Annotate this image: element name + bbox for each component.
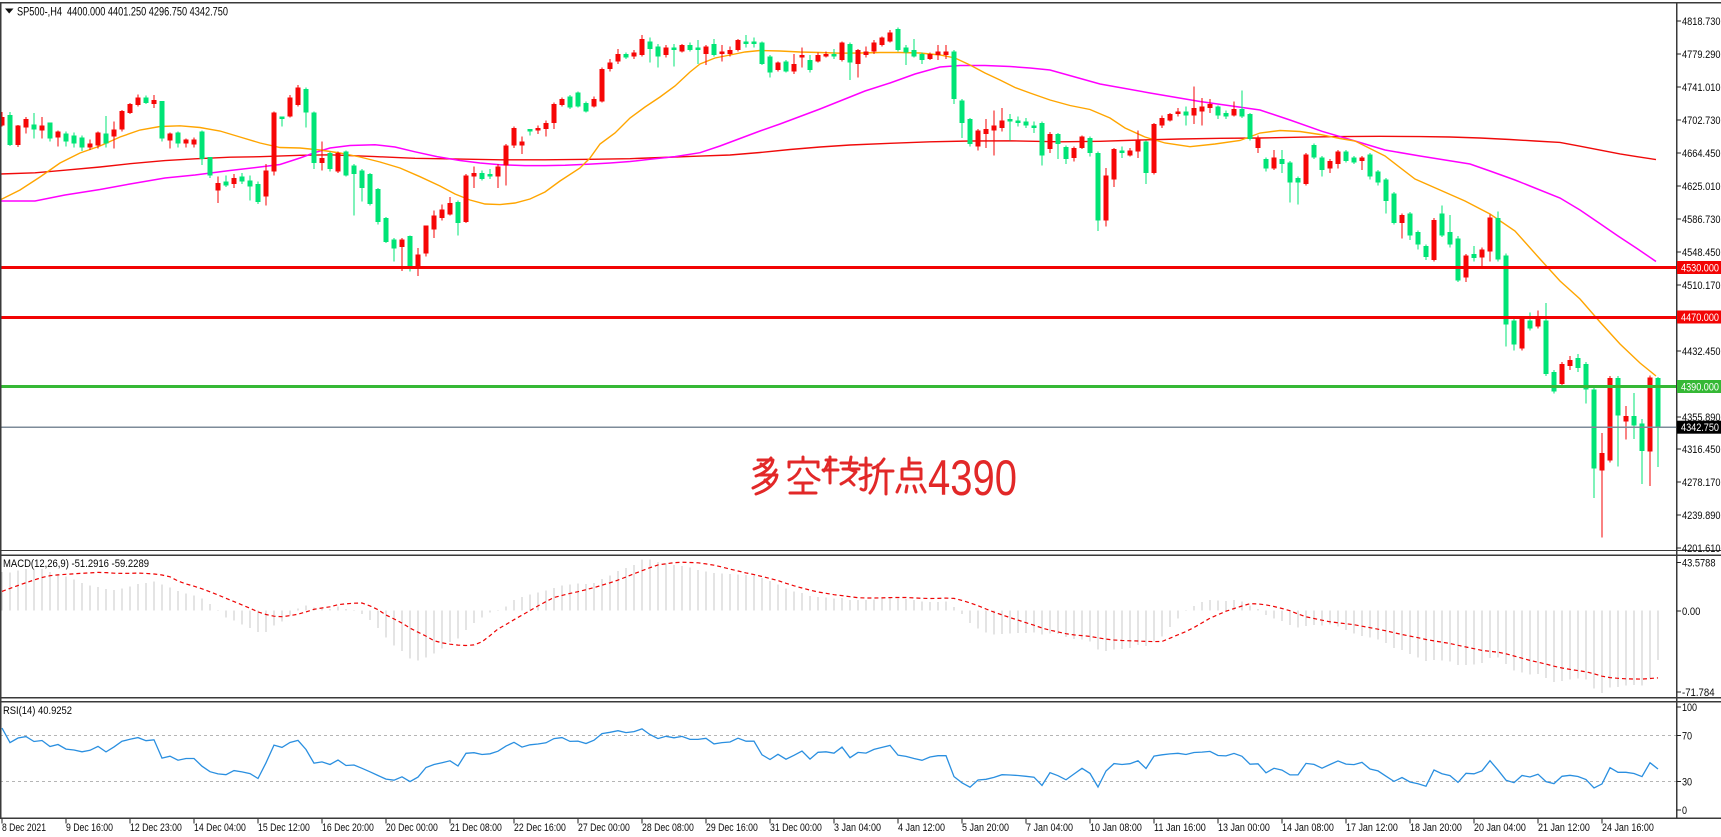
svg-text:16 Dec 20:00: 16 Dec 20:00 [322,822,374,834]
svg-text:4390: 4390 [928,450,1017,506]
svg-text:4586.730: 4586.730 [1682,214,1721,226]
svg-text:18 Jan 20:00: 18 Jan 20:00 [1410,822,1462,834]
svg-text:100: 100 [1682,702,1697,714]
svg-text:30: 30 [1682,777,1692,789]
svg-text:15 Dec 12:00: 15 Dec 12:00 [258,822,310,834]
svg-text:4390.000: 4390.000 [1681,382,1719,394]
svg-text:5 Jan 20:00: 5 Jan 20:00 [962,822,1009,834]
svg-text:13 Jan 00:00: 13 Jan 00:00 [1218,822,1270,834]
svg-text:4432.450: 4432.450 [1682,346,1721,358]
svg-text:0: 0 [1682,805,1687,817]
svg-text:29 Dec 16:00: 29 Dec 16:00 [706,822,758,834]
svg-text:RSI(14) 40.9252: RSI(14) 40.9252 [3,705,72,717]
svg-text:4316.450: 4316.450 [1682,444,1721,456]
svg-text:0.00: 0.00 [1682,606,1700,618]
svg-text:4664.450: 4664.450 [1682,148,1721,160]
svg-text:10 Jan 08:00: 10 Jan 08:00 [1090,822,1142,834]
svg-text:27 Dec 00:00: 27 Dec 00:00 [578,822,630,834]
svg-text:14 Dec 04:00: 14 Dec 04:00 [194,822,246,834]
svg-text:22 Dec 16:00: 22 Dec 16:00 [514,822,566,834]
svg-text:4510.170: 4510.170 [1682,280,1721,292]
svg-text:43.5788: 43.5788 [1682,557,1716,569]
svg-text:4779.290: 4779.290 [1682,49,1721,61]
svg-text:31 Dec 00:00: 31 Dec 00:00 [770,822,822,834]
svg-text:14 Jan 08:00: 14 Jan 08:00 [1282,822,1334,834]
svg-text:11 Jan 16:00: 11 Jan 16:00 [1154,822,1206,834]
svg-text:SP500-,H4 4400.000 4401.250 4: SP500-,H4 4400.000 4401.250 4296.750 434… [17,6,228,19]
svg-text:4278.170: 4278.170 [1682,477,1721,489]
svg-text:4530.000: 4530.000 [1681,263,1719,275]
svg-text:MACD(12,26,9) -51.2916 -59.228: MACD(12,26,9) -51.2916 -59.2289 [3,558,149,570]
svg-text:28 Dec 08:00: 28 Dec 08:00 [642,822,694,834]
svg-text:4741.010: 4741.010 [1682,82,1721,94]
svg-text:-71.784: -71.784 [1682,687,1715,699]
svg-text:70: 70 [1682,731,1692,743]
svg-text:4342.750: 4342.750 [1681,422,1719,434]
svg-text:20 Jan 04:00: 20 Jan 04:00 [1474,822,1526,834]
svg-text:12 Dec 23:00: 12 Dec 23:00 [130,822,182,834]
svg-text:3 Jan 04:00: 3 Jan 04:00 [834,822,881,834]
svg-text:7 Jan 04:00: 7 Jan 04:00 [1026,822,1073,834]
svg-text:4702.730: 4702.730 [1682,115,1721,127]
svg-text:4625.010: 4625.010 [1682,181,1721,193]
svg-text:24 Jan 16:00: 24 Jan 16:00 [1602,822,1654,834]
svg-text:4 Jan 12:00: 4 Jan 12:00 [898,822,945,834]
svg-text:20 Dec 00:00: 20 Dec 00:00 [386,822,438,834]
svg-text:4470.000: 4470.000 [1681,312,1719,324]
svg-text:9 Dec 16:00: 9 Dec 16:00 [66,822,113,834]
svg-text:21 Jan 12:00: 21 Jan 12:00 [1538,822,1590,834]
svg-text:21 Dec 08:00: 21 Dec 08:00 [450,822,502,834]
svg-text:4201.610: 4201.610 [1682,543,1721,555]
svg-text:4818.730: 4818.730 [1682,16,1721,28]
svg-text:8 Dec 2021: 8 Dec 2021 [2,822,46,834]
svg-text:4548.450: 4548.450 [1682,247,1721,259]
svg-text:17 Jan 12:00: 17 Jan 12:00 [1346,822,1398,834]
svg-text:4239.890: 4239.890 [1682,510,1721,522]
